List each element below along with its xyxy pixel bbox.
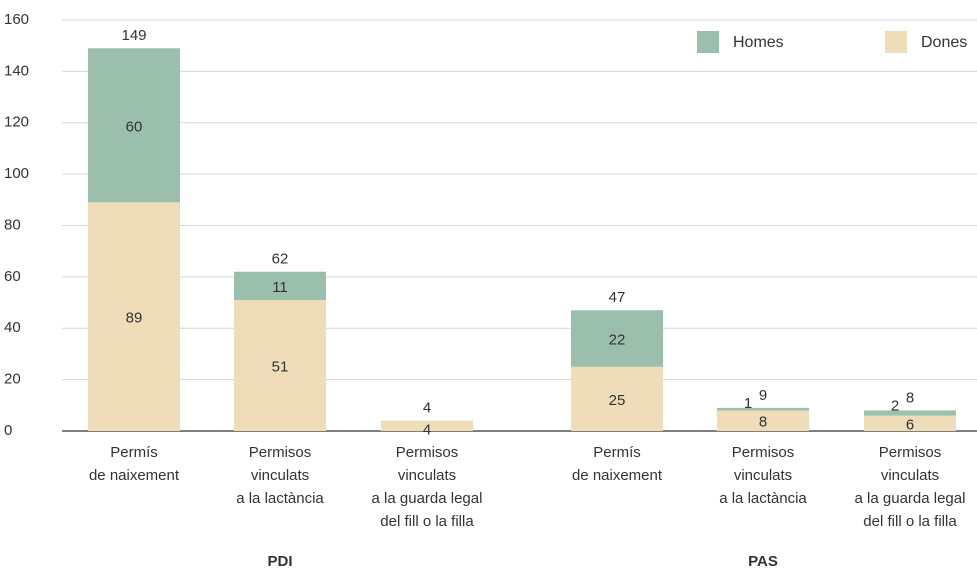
x-tick-label: a la guarda legal [855, 490, 966, 507]
x-tick-label: del fill o la filla [863, 513, 957, 530]
x-tick-label: vinculats [734, 467, 792, 484]
y-tick-label: 80 [4, 216, 21, 233]
bar-segment [234, 271, 326, 300]
total-label: 4 [423, 400, 431, 417]
bar-segment [381, 420, 473, 431]
y-tick-label: 60 [4, 268, 21, 285]
value-label: 51 [272, 358, 289, 375]
value-label: 89 [126, 310, 143, 327]
x-tick-label: Permís [110, 444, 158, 461]
group-label: PDI [267, 553, 292, 570]
group-label: PAS [748, 553, 778, 570]
y-tick-label: 160 [4, 11, 29, 28]
bar-segment [234, 299, 326, 431]
x-tick-label: vinculats [251, 467, 309, 484]
x-tick-label: vinculats [881, 467, 939, 484]
bar-segment [88, 202, 180, 431]
value-label: 8 [759, 414, 767, 431]
x-tick-label: Permisos [879, 444, 942, 461]
x-tick-label: a la lactància [236, 490, 324, 507]
y-tick-label: 100 [4, 165, 29, 182]
value-label: 22 [609, 331, 626, 348]
x-tick-label: Permisos [249, 444, 312, 461]
total-label: 47 [609, 289, 626, 306]
x-tick-label: Permisos [396, 444, 459, 461]
bar-segment [717, 410, 809, 431]
value-label: 11 [272, 279, 288, 296]
total-label: 8 [906, 389, 914, 406]
x-tick-label: vinculats [398, 467, 456, 484]
y-tick-label: 0 [4, 422, 12, 439]
value-label: 60 [126, 118, 143, 135]
y-tick-label: 140 [4, 62, 29, 79]
x-tick-label: a la lactància [719, 490, 807, 507]
bar-segment [88, 48, 180, 203]
value-label: 2 [891, 397, 899, 414]
total-label: 62 [272, 251, 289, 268]
x-tick-label: de naixement [572, 467, 663, 484]
x-tick-label: del fill o la filla [380, 513, 474, 530]
value-label: 6 [906, 416, 914, 433]
bar-segment [571, 366, 663, 431]
total-label: 9 [759, 387, 767, 404]
bar-segment [571, 310, 663, 367]
legend-label: Homes [733, 34, 784, 51]
x-tick-label: de naixement [89, 467, 180, 484]
bar-segment [717, 407, 809, 411]
value-label: 4 [423, 422, 431, 439]
legend-swatch [697, 31, 719, 53]
y-tick-label: 20 [4, 371, 21, 388]
x-tick-label: Permís [593, 444, 641, 461]
x-tick-label: Permisos [732, 444, 795, 461]
legend-swatch [885, 31, 907, 53]
bar-segment [864, 415, 956, 431]
legend-label: Dones [921, 34, 967, 51]
bar-segment [864, 410, 956, 416]
x-tick-label: a la guarda legal [372, 490, 483, 507]
y-tick-label: 40 [4, 319, 21, 336]
value-label: 25 [609, 392, 626, 409]
value-label: 1 [744, 395, 752, 412]
y-tick-label: 120 [4, 114, 29, 131]
total-label: 149 [121, 27, 146, 44]
